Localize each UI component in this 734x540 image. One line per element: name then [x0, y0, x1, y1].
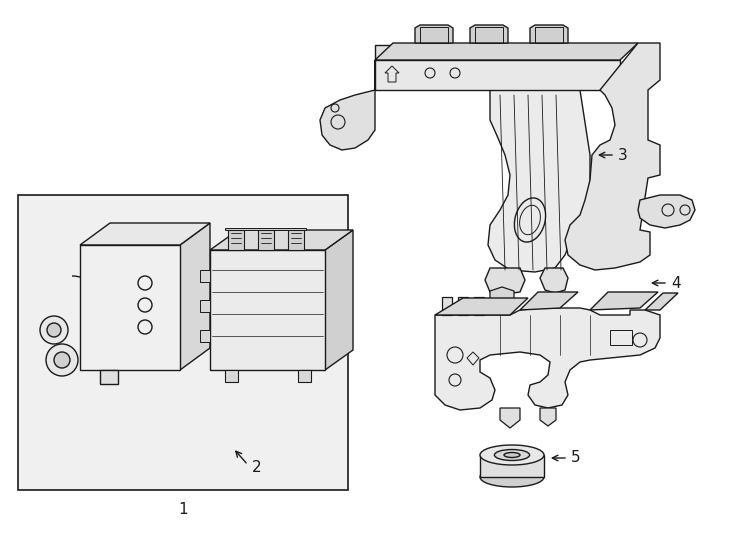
Circle shape	[40, 316, 68, 344]
Polygon shape	[565, 43, 660, 270]
Polygon shape	[415, 25, 453, 43]
Polygon shape	[200, 270, 210, 282]
Polygon shape	[435, 308, 660, 410]
Polygon shape	[450, 90, 590, 272]
Polygon shape	[225, 228, 306, 230]
Ellipse shape	[480, 445, 544, 465]
Polygon shape	[100, 370, 118, 384]
Bar	[18, 195, 348, 490]
Polygon shape	[474, 297, 484, 315]
Bar	[610, 330, 632, 345]
Polygon shape	[470, 25, 508, 43]
Bar	[475, 27, 503, 43]
Polygon shape	[228, 230, 244, 250]
Polygon shape	[500, 408, 520, 428]
Polygon shape	[442, 297, 452, 315]
Bar	[210, 250, 325, 370]
Polygon shape	[435, 298, 528, 315]
Circle shape	[46, 344, 78, 376]
Polygon shape	[375, 45, 415, 60]
Polygon shape	[645, 293, 678, 310]
Polygon shape	[638, 195, 695, 228]
Text: 1: 1	[178, 503, 188, 517]
Polygon shape	[520, 292, 578, 310]
Polygon shape	[258, 230, 274, 250]
Polygon shape	[490, 287, 514, 305]
Bar	[420, 27, 448, 43]
Polygon shape	[375, 43, 638, 60]
Circle shape	[47, 323, 61, 337]
Polygon shape	[530, 25, 568, 43]
Polygon shape	[288, 230, 304, 250]
Polygon shape	[200, 330, 210, 342]
Circle shape	[54, 352, 70, 368]
Polygon shape	[540, 268, 568, 293]
Bar	[80, 245, 180, 370]
Ellipse shape	[495, 449, 530, 461]
Polygon shape	[80, 223, 210, 245]
Polygon shape	[320, 60, 375, 150]
Polygon shape	[375, 60, 620, 90]
Ellipse shape	[480, 467, 544, 487]
Polygon shape	[458, 297, 468, 315]
Ellipse shape	[504, 453, 520, 457]
Polygon shape	[298, 370, 311, 382]
Polygon shape	[485, 268, 525, 295]
Polygon shape	[225, 370, 238, 382]
Polygon shape	[210, 230, 353, 250]
Text: 2: 2	[252, 461, 261, 476]
Polygon shape	[325, 230, 353, 370]
Text: 3: 3	[618, 147, 628, 163]
Bar	[535, 27, 563, 43]
Polygon shape	[540, 408, 556, 426]
Polygon shape	[200, 300, 210, 312]
Polygon shape	[180, 223, 210, 370]
Polygon shape	[590, 292, 658, 310]
Text: 4: 4	[671, 275, 680, 291]
Text: 5: 5	[571, 450, 581, 465]
Polygon shape	[480, 455, 544, 477]
